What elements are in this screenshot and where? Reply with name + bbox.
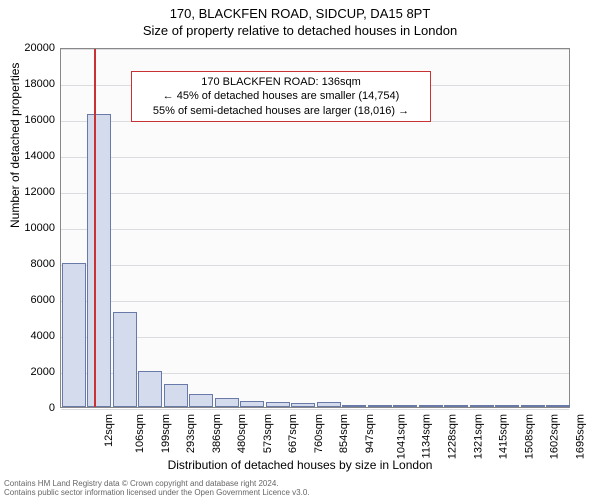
chart-title-main: 170, BLACKFEN ROAD, SIDCUP, DA15 8PT <box>0 0 600 21</box>
y-tick-label: 0 <box>0 402 55 414</box>
histogram-bar <box>138 371 162 407</box>
x-tick-label: 106sqm <box>134 414 146 453</box>
y-tick-label: 4000 <box>0 330 55 342</box>
gridline <box>61 229 569 230</box>
histogram-bar <box>87 114 111 407</box>
y-tick-label: 8000 <box>0 258 55 270</box>
gridline <box>61 337 569 338</box>
chart-container: 170, BLACKFEN ROAD, SIDCUP, DA15 8PT Siz… <box>0 0 600 500</box>
x-tick-label: 1695sqm <box>574 414 586 459</box>
x-tick-label: 1228sqm <box>447 414 459 459</box>
x-tick-label: 1602sqm <box>549 414 561 459</box>
gridline <box>61 49 569 50</box>
histogram-bar <box>546 405 570 407</box>
x-axis-label: Distribution of detached houses by size … <box>0 458 600 472</box>
histogram-bar <box>393 405 417 407</box>
x-tick-label: 293sqm <box>185 414 197 453</box>
x-tick-label: 1041sqm <box>396 414 408 459</box>
plot-area: 170 BLACKFEN ROAD: 136sqm← 45% of detach… <box>60 48 570 408</box>
gridline <box>61 409 569 410</box>
annotation-line: 170 BLACKFEN ROAD: 136sqm <box>138 75 424 89</box>
annotation-line: 55% of semi-detached houses are larger (… <box>138 104 424 118</box>
footer-text: Contains HM Land Registry data © Crown c… <box>4 479 310 498</box>
x-tick-label: 573sqm <box>262 414 274 453</box>
histogram-bar <box>444 405 468 407</box>
x-tick-label: 199sqm <box>160 414 172 453</box>
y-axis-label: Number of detached properties <box>8 63 22 228</box>
histogram-bar <box>291 403 315 407</box>
histogram-bar <box>62 263 86 407</box>
annotation-box: 170 BLACKFEN ROAD: 136sqm← 45% of detach… <box>131 71 431 122</box>
footer-line1: Contains HM Land Registry data © Crown c… <box>4 479 310 489</box>
x-tick-label: 760sqm <box>313 414 325 453</box>
histogram-bar <box>266 402 290 407</box>
gridline <box>61 193 569 194</box>
histogram-bar <box>521 405 545 407</box>
gridline <box>61 157 569 158</box>
annotation-line: ← 45% of detached houses are smaller (14… <box>138 89 424 103</box>
histogram-bar <box>419 405 443 407</box>
histogram-bar <box>342 405 366 407</box>
gridline <box>61 301 569 302</box>
x-tick-label: 386sqm <box>211 414 223 453</box>
gridline <box>61 265 569 266</box>
histogram-bar <box>317 402 341 407</box>
histogram-bar <box>164 384 188 407</box>
property-marker-line <box>94 49 96 407</box>
y-tick-label: 6000 <box>0 294 55 306</box>
histogram-bar <box>368 405 392 407</box>
x-tick-label: 1321sqm <box>472 414 484 459</box>
histogram-bar <box>240 401 264 407</box>
x-tick-label: 667sqm <box>287 414 299 453</box>
chart-title-sub: Size of property relative to detached ho… <box>0 21 600 38</box>
histogram-bar <box>495 405 519 407</box>
y-tick-label: 2000 <box>0 366 55 378</box>
x-tick-label: 480sqm <box>236 414 248 453</box>
x-tick-label: 1134sqm <box>420 414 432 458</box>
y-tick-label: 20000 <box>0 42 55 54</box>
histogram-bar <box>189 394 213 407</box>
x-tick-label: 854sqm <box>338 414 350 453</box>
x-tick-label: 1415sqm <box>498 414 510 459</box>
x-tick-label: 12sqm <box>103 414 115 447</box>
footer-line2: Contains public sector information licen… <box>4 488 310 498</box>
x-tick-label: 947sqm <box>364 414 376 453</box>
histogram-bar <box>113 312 137 407</box>
histogram-bar <box>470 405 494 407</box>
histogram-bar <box>215 398 239 407</box>
x-tick-label: 1508sqm <box>523 414 535 459</box>
